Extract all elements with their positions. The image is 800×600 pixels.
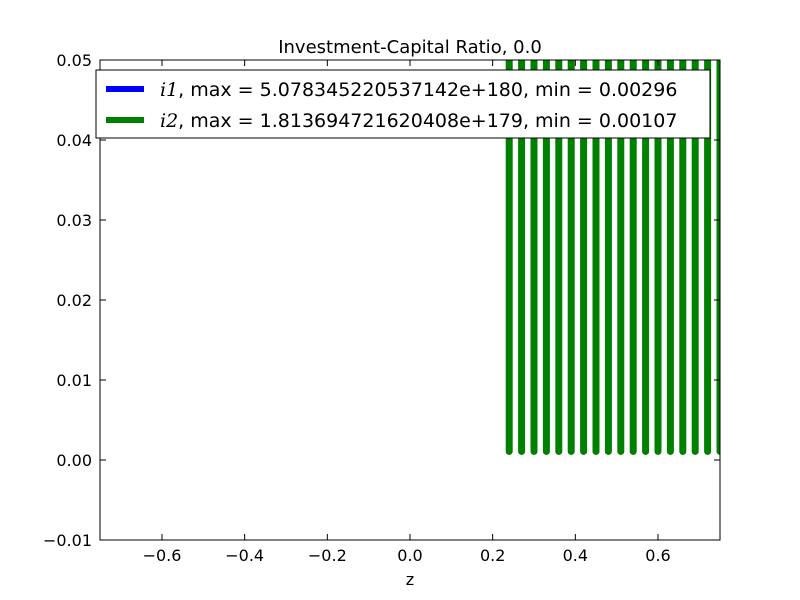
x-tick-label: −0.6	[143, 546, 182, 565]
legend-symbol-i1: i1	[160, 79, 178, 101]
x-tick-label: 0.4	[563, 546, 588, 565]
y-tick-label: 0.04	[56, 131, 92, 150]
y-tick-label: 0.01	[56, 371, 92, 390]
x-tick-label: 0.0	[397, 546, 422, 565]
x-tick-label: −0.4	[225, 546, 264, 565]
x-tick-label: 0.6	[645, 546, 670, 565]
x-axis-label: z	[406, 570, 414, 589]
legend-text-i2: , max = 1.813694721620408e+179, min = 0.…	[178, 110, 677, 132]
legend: i1, max = 5.078345220537142e+180, min = …	[95, 69, 711, 139]
legend-entry-i2: i2, max = 1.813694721620408e+179, min = …	[160, 110, 677, 132]
y-tick-label: 0.05	[56, 51, 92, 70]
legend-entry-i1: i1, max = 5.078345220537142e+180, min = …	[160, 79, 677, 101]
legend-box	[95, 69, 711, 139]
x-tick-label: 0.2	[480, 546, 505, 565]
y-tick-label: 0.00	[56, 451, 92, 470]
legend-text-i1: , max = 5.078345220537142e+180, min = 0.…	[178, 79, 677, 101]
x-tick-label: −0.2	[308, 546, 347, 565]
y-tick-label: 0.02	[56, 291, 92, 310]
y-tick-label: −0.01	[43, 531, 92, 550]
legend-symbol-i2: i2	[160, 110, 178, 132]
y-tick-label: 0.03	[56, 211, 92, 230]
chart-title: Investment-Capital Ratio, 0.0	[278, 37, 542, 58]
ticks-layer: −0.6 −0.4 −0.2 0.0 0.2 0.4 0.6 −0.01 0.00 0.01 0.0…	[43, 51, 720, 565]
